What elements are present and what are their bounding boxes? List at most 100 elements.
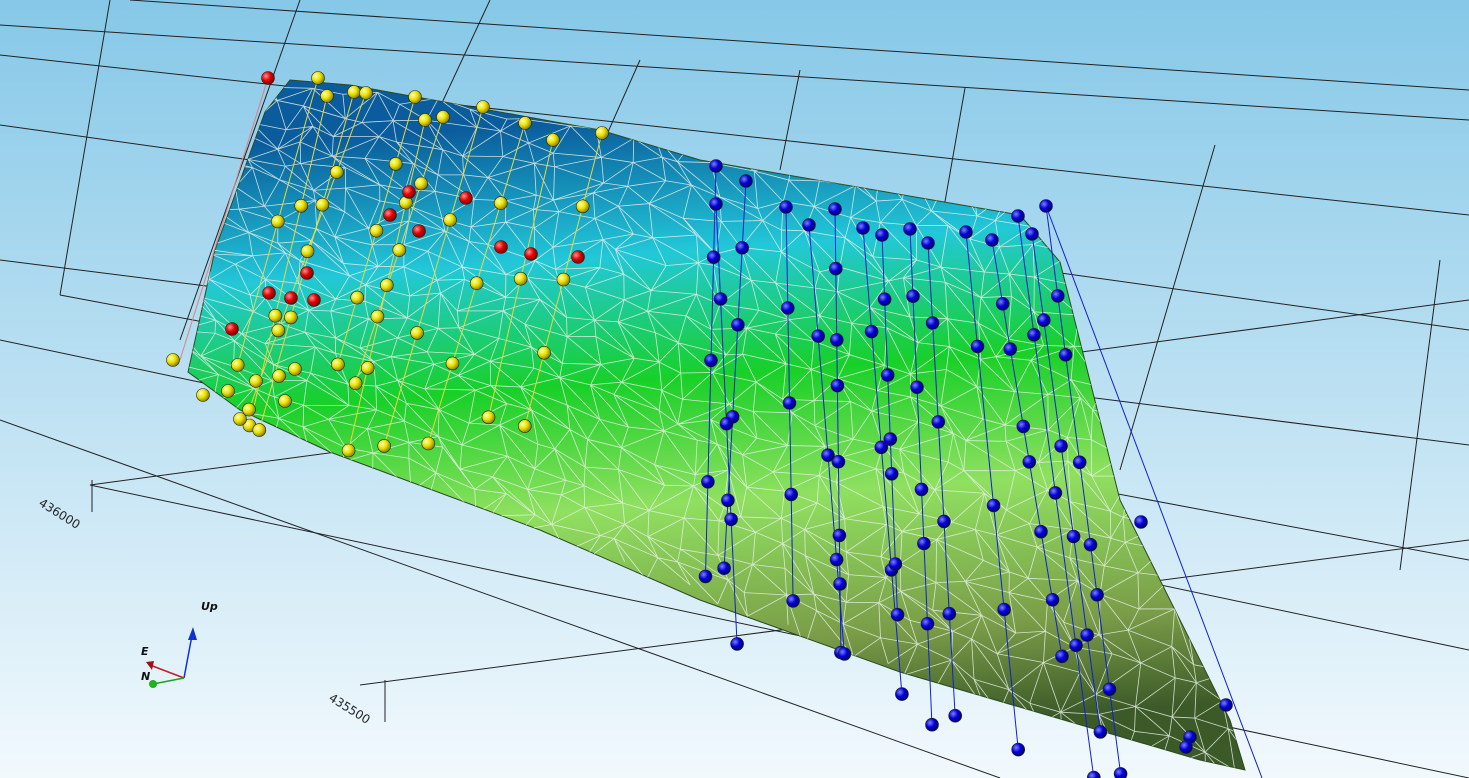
mesh-edge [994,220,1032,248]
mesh-edge [743,592,787,617]
mesh-edge [437,149,464,176]
blue-marker [731,317,745,332]
mesh-edge [554,429,588,468]
mesh-edge [594,319,635,359]
red-marker [402,185,416,199]
wells [166,71,1263,778]
blue-marker [970,339,985,354]
mesh-edge [359,347,392,362]
mesh-edge [946,346,981,387]
yellow-marker [268,308,283,323]
mesh-edge [618,469,665,511]
mesh-edge [816,475,846,519]
mesh-edge [813,400,851,426]
blue-marker [1102,682,1117,697]
mesh-edge [617,321,660,363]
mesh-edge [457,354,491,376]
mesh-edge [1194,682,1223,719]
blue-marker [910,380,924,395]
yellow-marker [513,271,528,286]
mesh-edge [462,155,503,178]
mesh-edge [361,120,394,137]
mesh-edge [590,364,622,386]
mesh-edge [304,309,337,339]
mesh-edge [650,262,699,291]
mesh-edge [842,601,880,625]
yellow-marker [436,110,450,124]
north-axis [152,677,185,685]
mesh-edge [804,502,845,530]
blue-marker [829,333,844,347]
mesh-edge [742,327,787,365]
east-arrow [146,661,154,670]
mesh-edge [335,275,366,300]
mesh-edge [332,155,380,186]
mesh-edge [560,479,585,496]
yellow-marker [294,199,309,213]
mesh-edge [998,244,1034,275]
mesh-edge [996,653,1044,690]
mesh-edge [752,411,793,446]
mesh-edge [328,404,377,420]
yellow-marker [278,394,292,408]
mesh-edge [526,276,567,318]
mesh-edge [527,468,566,490]
blue-marker [937,514,951,529]
mesh-edge [313,187,346,213]
blue-marker [811,329,826,343]
mesh-edge [601,157,634,184]
mesh-edge [752,531,783,565]
yellow-marker [575,199,590,214]
mesh-edge [680,517,720,556]
mesh-edge [344,167,380,189]
mesh-edge [403,266,438,297]
blue-marker [719,416,734,431]
blue-marker [986,498,1001,513]
mesh-edge [587,418,629,448]
blue-marker [1016,419,1031,434]
mesh-edge [531,409,571,450]
mesh-edge [584,438,622,470]
mesh-edge [652,234,699,266]
mesh-edge [623,273,652,301]
mesh-edge [850,401,872,440]
mesh-edge [878,577,902,604]
mesh-edge [359,318,398,349]
blue-marker [1054,439,1068,453]
red-marker [307,293,321,307]
yellow-marker [341,443,356,458]
mesh-edge [361,91,400,123]
mesh-edge [717,520,756,556]
yellow-marker [418,113,432,127]
blue-marker [1034,524,1048,539]
mesh-edge [265,252,301,284]
mesh-edge [397,380,440,411]
mesh-edge [332,118,363,137]
mesh-edge [613,538,658,581]
mesh-edge [520,367,560,388]
mesh-edge [932,609,982,632]
mesh-edge [527,489,562,525]
blue-marker [701,474,715,489]
mesh-edge [396,141,443,176]
up-label: Up [201,600,218,613]
mesh-edge [553,192,594,213]
mesh-edge [1008,592,1048,634]
mesh-edge [427,250,463,281]
well-trace [179,77,269,361]
mesh-edge [469,108,508,132]
mesh-edge [330,310,369,339]
mesh-edge [782,543,815,595]
red-marker [261,71,275,85]
yellow-marker [348,376,363,391]
mesh-edge [1103,537,1126,567]
blue-marker [704,353,718,368]
mesh-edge [459,468,493,490]
yellow-marker [476,100,490,114]
blue-marker [1113,767,1128,778]
blue-marker [903,222,917,236]
blue-marker [880,368,895,382]
mesh-edge [584,507,625,536]
mesh-edge [658,410,679,432]
grid-line [0,419,1001,778]
